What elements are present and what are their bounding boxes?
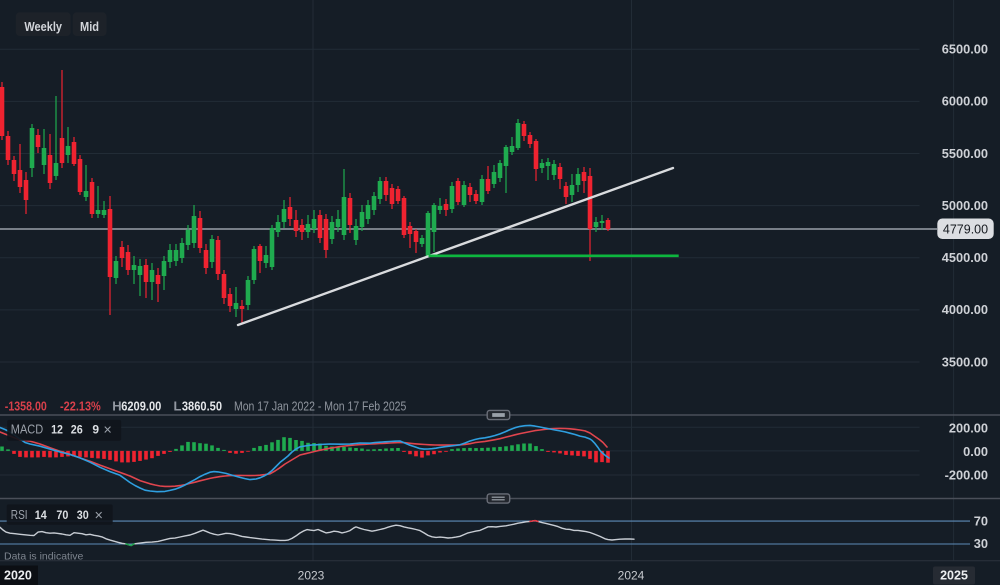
svg-text:12: 12 [51,423,63,437]
svg-text:0.00: 0.00 [963,444,988,459]
svg-text:70: 70 [56,508,68,522]
svg-text:-200.00: -200.00 [945,468,988,483]
svg-text:200.00: 200.00 [949,420,988,435]
svg-text:26: 26 [71,423,83,437]
svg-text:×: × [95,508,103,524]
svg-text:L: L [174,399,182,414]
svg-text:2023: 2023 [298,569,325,583]
svg-text:Weekly: Weekly [24,20,62,34]
svg-text:30: 30 [77,508,89,522]
svg-text:6500.00: 6500.00 [942,42,988,57]
svg-text:14: 14 [35,508,47,522]
svg-text:5000.00: 5000.00 [942,198,988,213]
svg-text:-1358.00: -1358.00 [5,399,47,414]
svg-text:70: 70 [974,513,988,528]
svg-text:Data is indicative: Data is indicative [4,551,84,563]
svg-text:4500.00: 4500.00 [942,250,988,265]
svg-text:2025: 2025 [940,569,968,583]
svg-text:Mid: Mid [80,20,99,34]
svg-text:-22.13%: -22.13% [60,399,101,414]
svg-text:3860.50: 3860.50 [182,399,222,414]
svg-text:5500.00: 5500.00 [942,146,988,161]
svg-text:9: 9 [92,423,99,437]
svg-text:MACD: MACD [11,423,43,437]
svg-text:6000.00: 6000.00 [942,94,988,109]
svg-text:4779.00: 4779.00 [943,222,988,236]
svg-text:2020: 2020 [4,569,32,583]
svg-text:4000.00: 4000.00 [942,302,988,317]
svg-text:RSI: RSI [11,508,28,522]
svg-text:Mon 17 Jan 2022 - Mon 17 Feb 2: Mon 17 Jan 2022 - Mon 17 Feb 2025 [234,400,406,414]
svg-text:H: H [112,399,121,414]
svg-text:×: × [103,422,111,438]
svg-text:30: 30 [974,536,988,551]
svg-text:2024: 2024 [618,569,645,583]
svg-text:6209.00: 6209.00 [121,399,161,414]
svg-text:3500.00: 3500.00 [942,354,988,369]
